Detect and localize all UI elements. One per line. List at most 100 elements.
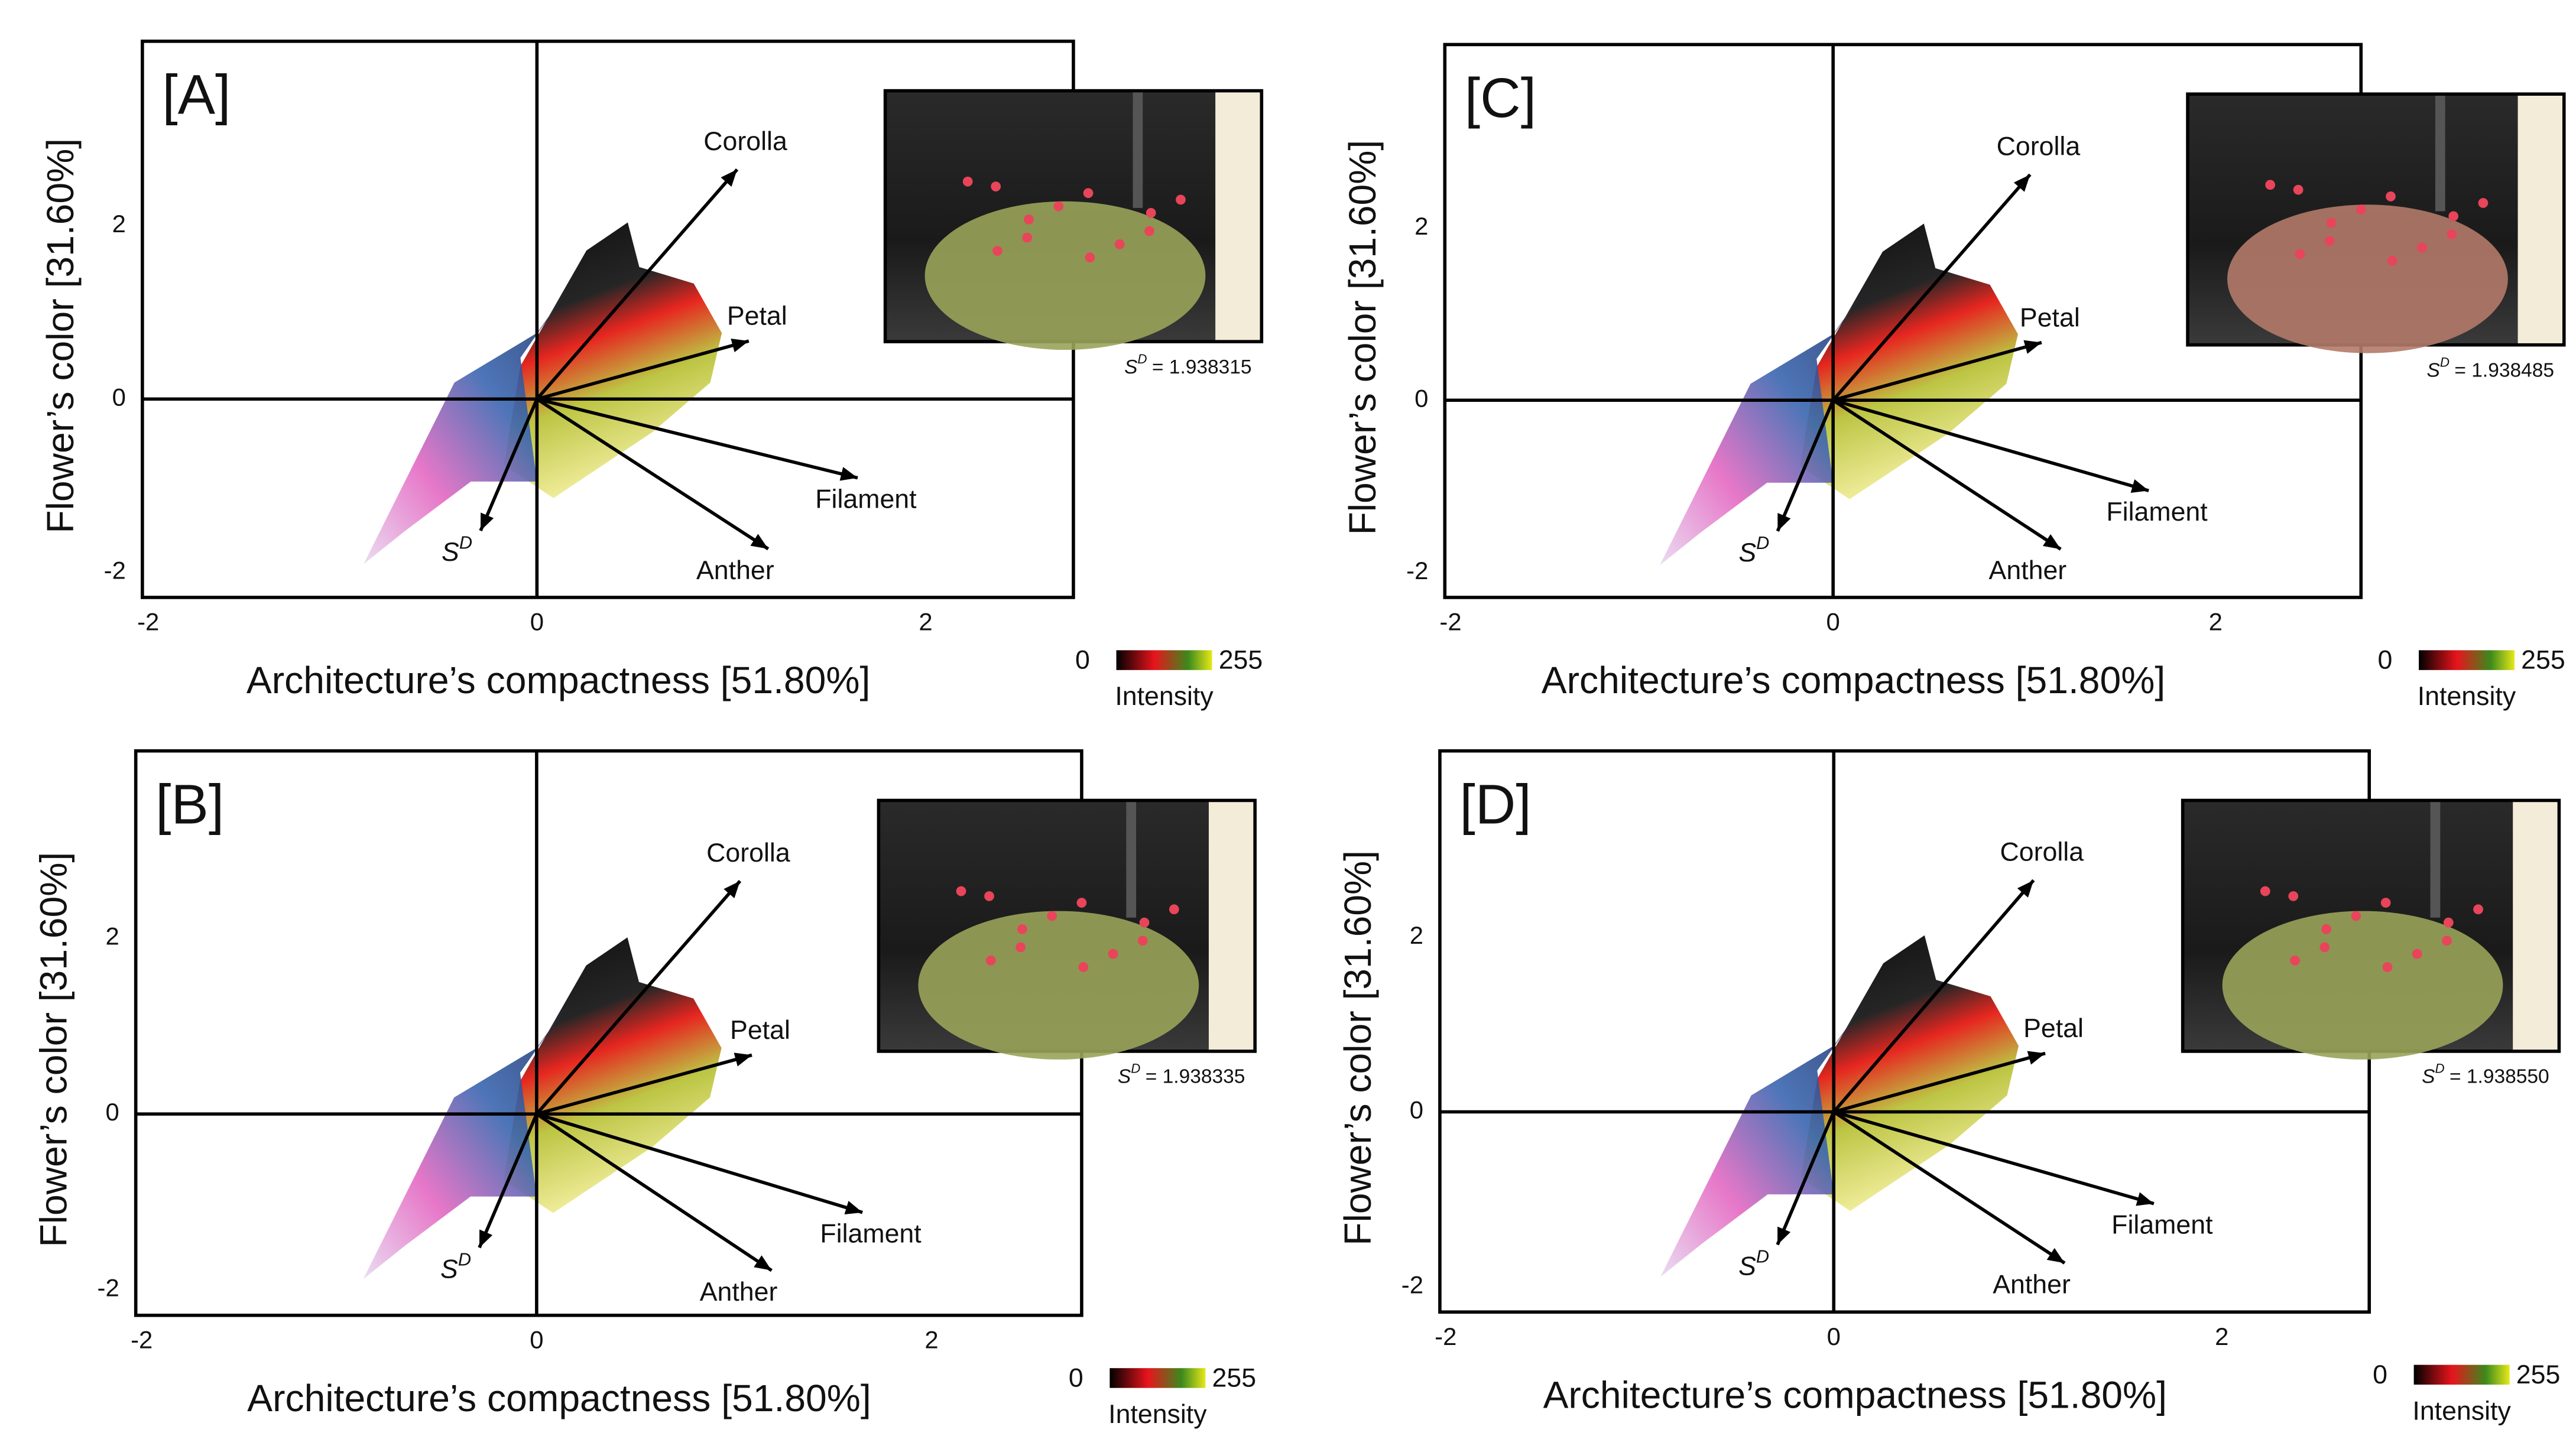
flower xyxy=(1085,252,1095,263)
flower xyxy=(1144,226,1154,236)
flower xyxy=(1076,898,1087,908)
y-tick-label: 2 xyxy=(105,922,119,950)
panel: -2 0 2 -2 0 2 Architecture’s compactness [51.8… xyxy=(1336,749,2561,1425)
arrow-label: Anther xyxy=(700,1278,778,1307)
y-axis-title: Flower’s color [31.60%] xyxy=(1341,140,1384,535)
sd-sup: D xyxy=(2440,355,2450,369)
sd-label: SD = 1.938335 xyxy=(1118,1061,1245,1088)
flower xyxy=(2290,955,2300,966)
sd-sup: D xyxy=(1137,352,1147,366)
point-cloud xyxy=(1800,935,2019,1211)
point-cloud xyxy=(363,990,578,1279)
sd-text: = 1.938550 xyxy=(2450,1065,2549,1087)
sd-text: = 1.938485 xyxy=(2454,359,2554,381)
flower xyxy=(991,181,1001,191)
panel-label: [B] xyxy=(155,774,224,836)
flower xyxy=(956,886,966,896)
flower xyxy=(2448,211,2459,222)
y-tick-label: -2 xyxy=(1401,1271,1423,1298)
flower xyxy=(2260,886,2270,896)
x-axis-title: Architecture’s compactness [51.80%] xyxy=(1542,659,2165,701)
arrow-head xyxy=(1777,1226,1791,1245)
sd-sup: D xyxy=(2435,1061,2445,1076)
arrow-label: SD xyxy=(442,532,472,567)
flower xyxy=(2442,935,2452,946)
flower xyxy=(1108,948,1118,959)
sd-symbol: S xyxy=(2427,359,2440,381)
arrow-head xyxy=(750,534,768,549)
y-tick-label: 2 xyxy=(112,210,126,238)
colorbar-label: Intensity xyxy=(2412,1396,2511,1425)
arrow-head xyxy=(2027,1051,2046,1065)
flower xyxy=(2447,229,2457,239)
colorbar-tick: 255 xyxy=(2521,646,2565,675)
arrow-head xyxy=(2130,479,2149,493)
flower xyxy=(2478,198,2489,208)
colorbar xyxy=(1116,650,1212,670)
x-tick-label: 0 xyxy=(530,1326,543,1354)
flower xyxy=(1114,239,1125,249)
loading-arrow xyxy=(1832,1110,2066,1265)
flower xyxy=(2380,898,2391,908)
arrow-head xyxy=(2043,534,2061,550)
loading-arrow xyxy=(536,397,858,480)
panel: -2 0 2 -2 0 2 Architecture’s compactness [51.8… xyxy=(39,40,1264,711)
plant xyxy=(2227,204,2508,353)
y-tick-label: 2 xyxy=(1414,212,1428,240)
colorbar-tick: 0 xyxy=(2377,646,2392,675)
arrow-label: Petal xyxy=(2020,303,2080,332)
panel-label: [C] xyxy=(1465,67,1536,129)
sd-symbol: S xyxy=(1124,356,1137,378)
arrow-label: Filament xyxy=(820,1220,922,1249)
flower xyxy=(2382,962,2393,972)
y-tick-label: 0 xyxy=(1410,1096,1423,1124)
loading-arrow xyxy=(478,1113,538,1249)
arrow-head xyxy=(721,169,738,187)
flower xyxy=(1016,942,1026,953)
x-tick-label: 2 xyxy=(924,1326,938,1354)
panel-label: [D] xyxy=(1459,774,1531,836)
arrow-label: Anther xyxy=(1989,556,2067,585)
loading-arrow xyxy=(536,1053,752,1116)
loading-arrow xyxy=(536,339,750,401)
colorbar-label: Intensity xyxy=(1108,1400,1207,1429)
sd-label: SD = 1.938550 xyxy=(2422,1061,2549,1088)
flower xyxy=(2417,242,2427,253)
colorbar xyxy=(2419,650,2515,670)
arrow-label: SD xyxy=(440,1249,471,1284)
flower xyxy=(1146,207,1156,218)
flower xyxy=(985,955,996,966)
y-tick-label: 0 xyxy=(1414,384,1428,412)
x-tick-label: 0 xyxy=(1826,608,1840,636)
arrow-label: Petal xyxy=(2023,1014,2084,1043)
flower xyxy=(2293,184,2304,195)
flower xyxy=(1022,232,1033,243)
x-tick-label: 2 xyxy=(2209,608,2223,636)
colorbar-tick: 0 xyxy=(2373,1360,2387,1389)
flower xyxy=(2321,924,2331,934)
flower xyxy=(1137,935,1148,946)
point-cloud xyxy=(1660,988,1876,1277)
loading-arrow xyxy=(1832,340,2042,402)
loading-arrow xyxy=(1833,1051,2046,1114)
arrow-label: Corolla xyxy=(2000,838,2084,867)
arrow-label-base: S xyxy=(440,1255,458,1284)
loading-arrow xyxy=(536,168,739,401)
y-axis-title: Flower’s color [31.60%] xyxy=(1336,850,1379,1246)
flower xyxy=(2412,948,2422,959)
flower xyxy=(2387,255,2397,266)
colorbar xyxy=(1109,1368,1206,1388)
arrow-head xyxy=(2017,880,2034,898)
loading-arrow xyxy=(1832,879,2035,1113)
panel-label: [A] xyxy=(162,64,231,126)
y-axis-title: Flower’s color [31.60%] xyxy=(33,852,75,1247)
arrow-head xyxy=(2046,1247,2065,1263)
loading-arrow xyxy=(1832,398,2149,492)
flower xyxy=(2265,180,2276,190)
arrow-label-base: S xyxy=(442,538,459,567)
flower xyxy=(992,246,1003,256)
flower xyxy=(2295,249,2305,259)
point-cloud xyxy=(1800,223,2018,499)
photo-pole xyxy=(1126,802,1137,918)
